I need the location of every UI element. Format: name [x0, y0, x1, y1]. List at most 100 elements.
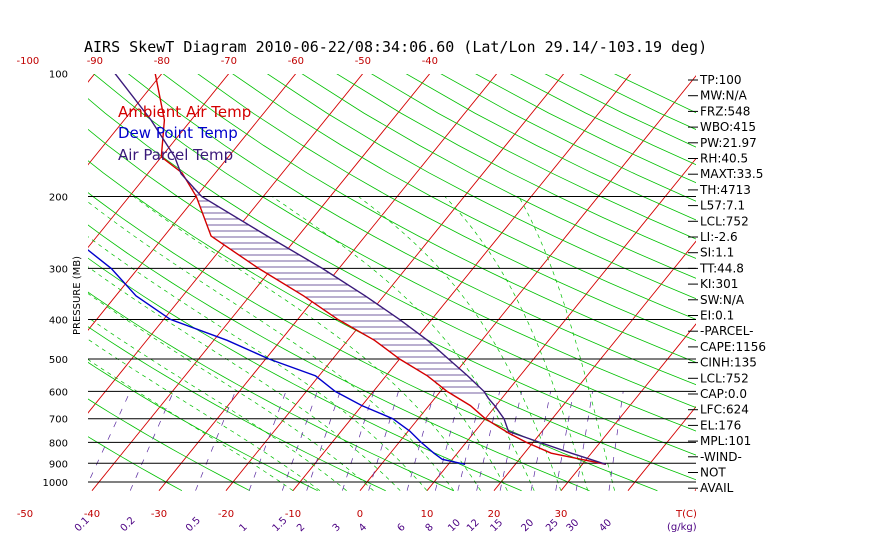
- index-value: AVAIL: [700, 481, 734, 495]
- isotherm-line: [0, 74, 28, 491]
- mixing-ratio-tick-label: 0.2: [119, 515, 138, 534]
- bottom-temp-tick-label: 0: [357, 509, 363, 520]
- index-value: TT:44.8: [699, 261, 744, 275]
- mixing-ratio-tick-label: 40: [597, 517, 614, 534]
- dry-adiabat-line: [232, 74, 696, 320]
- mixing-ratio-line: [575, 391, 593, 491]
- pressure-tick-label: 700: [49, 415, 68, 426]
- mixing-ratio-tick-label: 6: [395, 522, 407, 534]
- moist-adiabat-line: [88, 317, 347, 491]
- mixing-ratio-line: [195, 391, 236, 491]
- dry-adiabat-line: [88, 192, 658, 492]
- pressure-tick-label: 1000: [43, 478, 68, 489]
- mixing-ratio-line: [406, 391, 435, 491]
- dry-adiabat-line: [127, 74, 696, 386]
- mixing-ratio-tick-label: 1: [237, 522, 249, 534]
- mixing-ratio-line: [457, 391, 483, 491]
- mixing-ratio-line: [434, 391, 462, 491]
- ambient-temp-line: [154, 74, 606, 465]
- index-value: LFC:624: [700, 403, 749, 417]
- temp-unit-label: T(C): [675, 509, 697, 520]
- isotherm-line: [91, 74, 431, 491]
- index-value: FRZ:548: [700, 104, 750, 118]
- moist-adiabat-line: [133, 196, 481, 491]
- mixing-ratio-line: [476, 391, 501, 491]
- pressure-tick-label: 300: [49, 264, 68, 275]
- moist-adiabat-line: [444, 196, 589, 491]
- dry-adiabat-line: [162, 74, 696, 363]
- mixing-ratio-line: [88, 391, 131, 484]
- dry-adiabat-line: [93, 74, 696, 409]
- isotherm-line: [359, 75, 696, 491]
- pressure-tick-label: 200: [49, 192, 68, 203]
- mixing-ratio-tick-label: 12: [465, 517, 482, 534]
- dry-adiabat-line: [197, 74, 696, 342]
- dry-adiabat-line: [88, 436, 183, 492]
- mixing-ratio-line: [306, 391, 341, 491]
- mixing-ratio-tick-label: 20: [519, 517, 536, 534]
- index-value: RH:40.5: [700, 152, 748, 166]
- pressure-tick-label: 800: [49, 438, 68, 449]
- bottom-temp-tick-label: -40: [84, 509, 100, 520]
- bottom-temp-tick-label: 20: [488, 509, 501, 520]
- dry-adiabat-line: [88, 398, 250, 492]
- moist-adiabat-line: [88, 201, 455, 491]
- isotherm-line: [426, 157, 696, 491]
- isotherm-line: [627, 405, 696, 491]
- index-value: NOT: [700, 466, 726, 480]
- chart-title: AIRS SkewT Diagram 2010-06-22/08:34:06.6…: [84, 38, 707, 56]
- cape-shading: [181, 173, 489, 399]
- dry-adiabat-line: [88, 224, 590, 492]
- top-temp-tick-label: -80: [154, 56, 170, 67]
- mixing-ratio-tick-label: 2: [295, 522, 307, 534]
- index-value: MPL:101: [700, 434, 751, 448]
- index-value: MAXT:33.5: [700, 167, 763, 181]
- moist-adiabat-line: [88, 359, 294, 491]
- bottom-temp-tick-label: 10: [421, 509, 434, 520]
- moist-adiabat-line: [271, 196, 535, 491]
- isotherm-line: [88, 74, 163, 166]
- index-value: -PARCEL-: [700, 324, 754, 338]
- top-temp-tick-label: -90: [87, 56, 103, 67]
- top-temp-tick-label: -40: [422, 56, 438, 67]
- index-value: CINH:135: [700, 356, 757, 370]
- index-value: L57:7.1: [700, 199, 745, 213]
- legend: Ambient Air Temp Dew Point Temp Air Parc…: [118, 103, 251, 164]
- index-value: -WIND-: [700, 450, 742, 464]
- index-value: MW:N/A: [700, 89, 748, 103]
- top-temp-tick-label: -50: [355, 56, 371, 67]
- pressure-tick-label: 100: [49, 70, 68, 81]
- index-value: LI:-2.6: [700, 230, 738, 244]
- legend-ambient: Ambient Air Temp: [118, 103, 251, 121]
- isotherm-line: [762, 74, 870, 491]
- legend-dewpoint: Dew Point Temp: [118, 124, 238, 142]
- index-value: TH:4713: [699, 183, 751, 197]
- dry-adiabat-line: [266, 74, 696, 300]
- mixing-ratio-tick-label: 8: [424, 522, 436, 534]
- moist-adiabat-line: [518, 196, 615, 491]
- moist-adiabat-line: [88, 293, 374, 491]
- dry-adiabat-line: [88, 291, 454, 492]
- top-temp-tick-label: -60: [288, 56, 304, 67]
- dry-adiabat-line: [336, 74, 696, 259]
- index-value: TP:100: [699, 73, 742, 87]
- index-value: LCL:752: [700, 371, 749, 385]
- mixing-ratio-tick-label: 4: [357, 522, 369, 534]
- pressure-tick-label: 500: [49, 355, 68, 366]
- mixing-ratio-tick-label: 10: [446, 517, 463, 534]
- index-value: PW:21.97: [700, 136, 757, 150]
- dry-adiabat-line: [405, 74, 696, 221]
- pressure-tick-label: 400: [49, 315, 68, 326]
- dry-adiabat-line: [88, 98, 696, 432]
- index-value: EI:0.1: [700, 309, 734, 323]
- bottom-temp-tick-label: 30: [555, 509, 568, 520]
- isotherm-line: [88, 74, 297, 331]
- index-value: SW:N/A: [700, 293, 745, 307]
- mixing-ratio-line: [342, 391, 375, 491]
- index-value: EL:176: [700, 418, 741, 432]
- isotherm-line: [493, 240, 696, 491]
- bottom-temp-tick-label: -30: [151, 509, 167, 520]
- isotherm-line: [88, 74, 230, 249]
- mixing-ratio-line: [129, 391, 174, 491]
